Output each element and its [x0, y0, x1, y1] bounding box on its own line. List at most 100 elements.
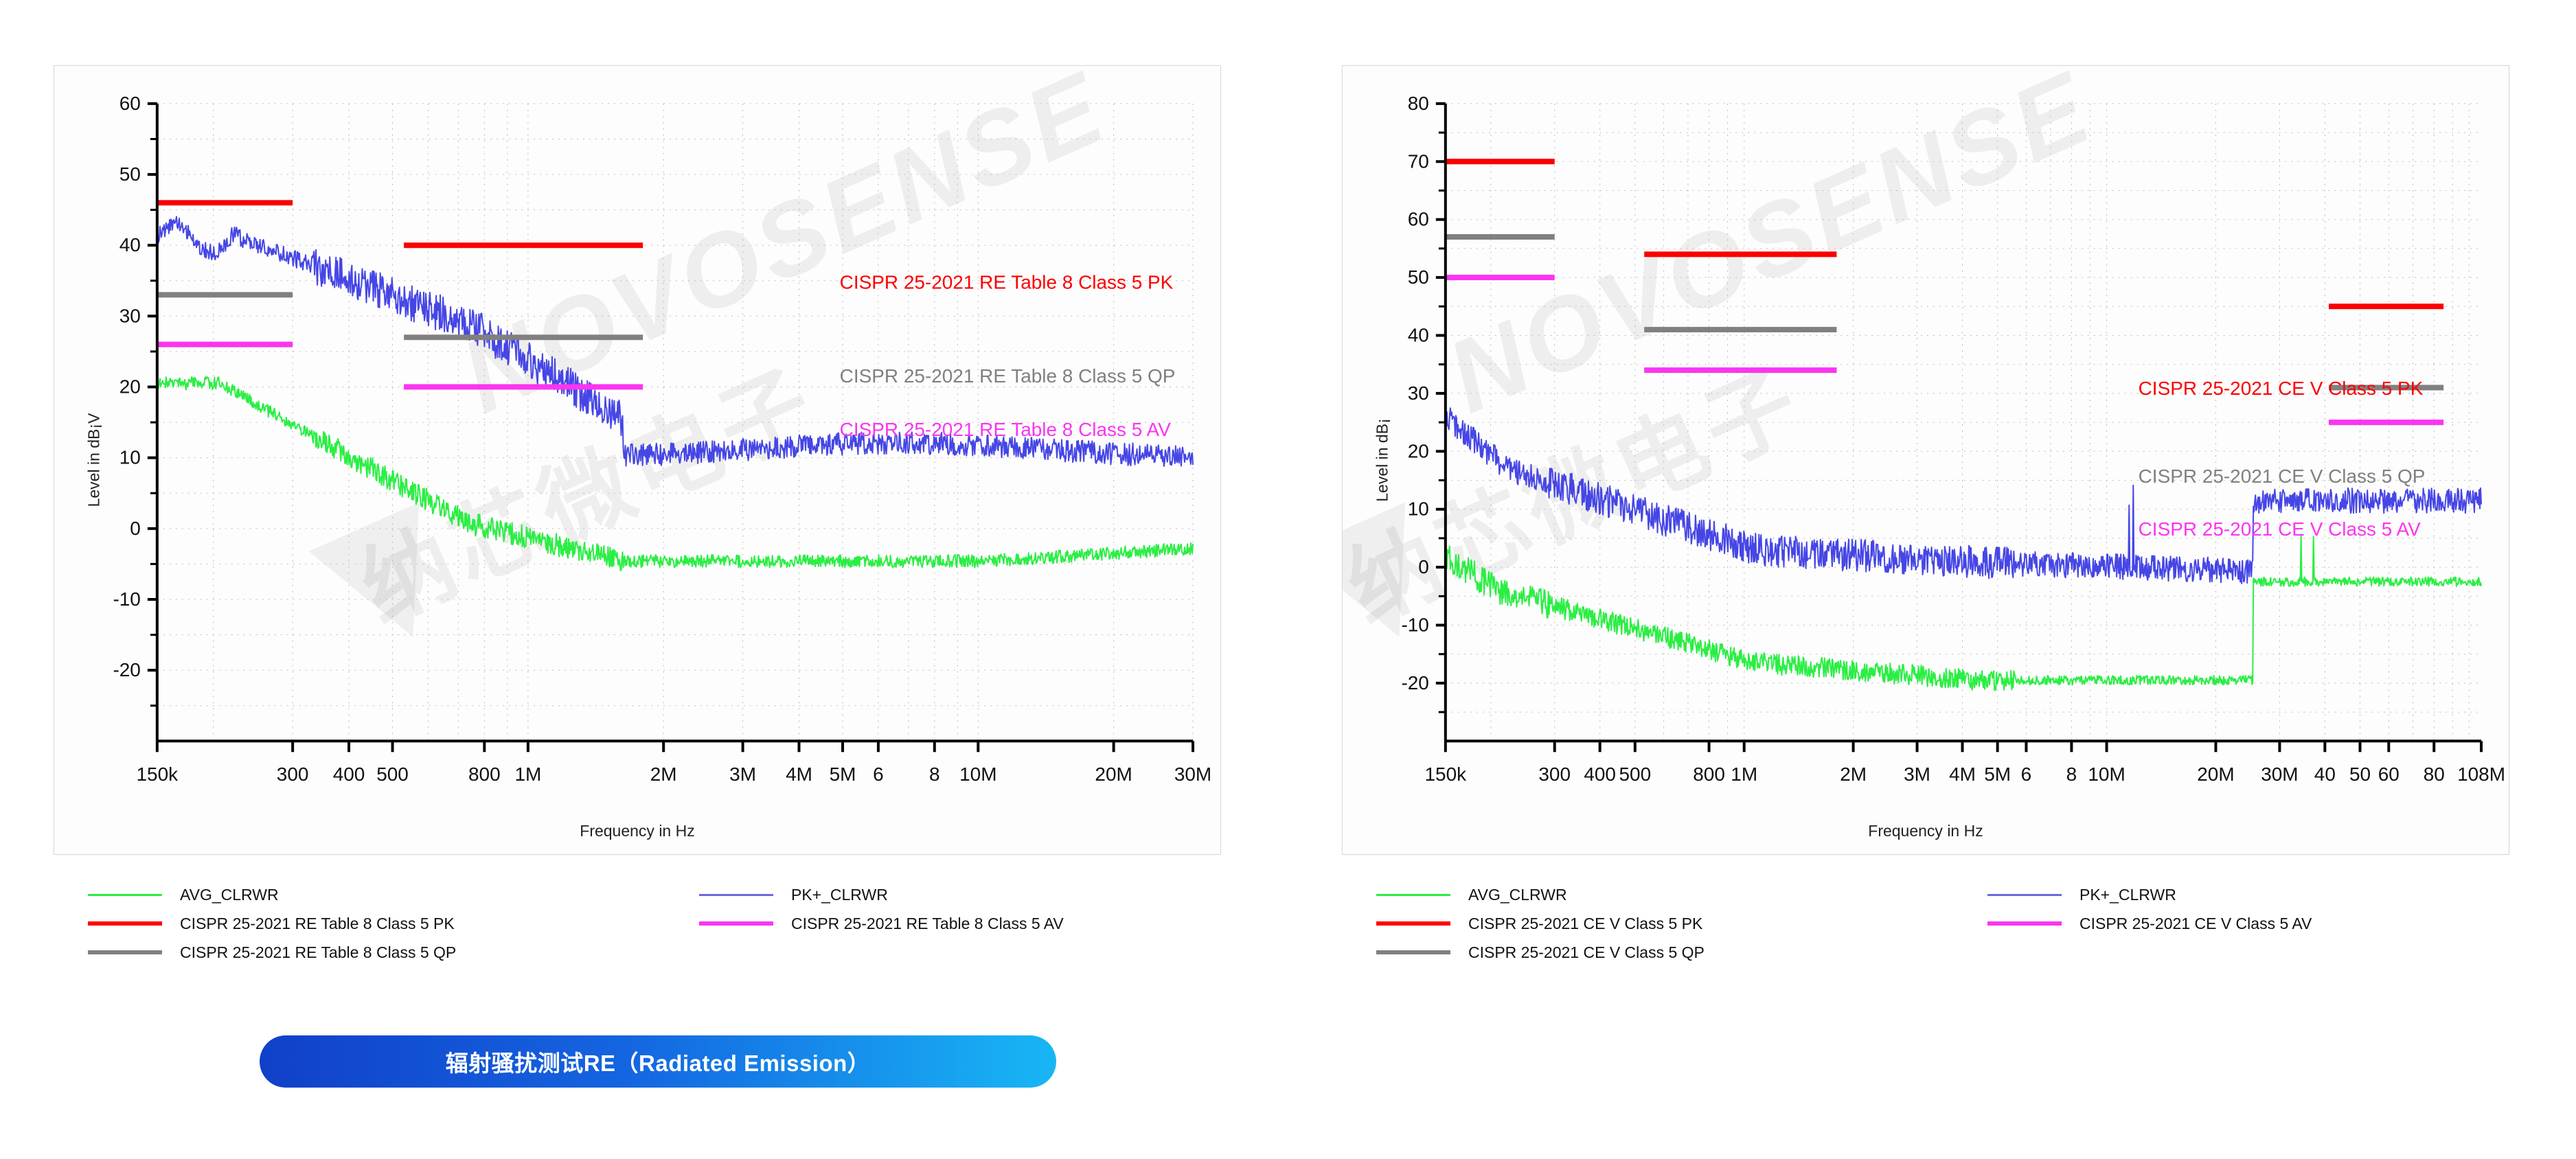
legend-re: AVG_CLRWR CISPR 25-2021 RE Table 8 Class …: [54, 880, 1221, 1004]
panel-conducted-emission: ▼ NOVOSENSE 纳芯微电子 -20 -10 0 10 20 30 40 50 60 70 8…: [1288, 0, 2576, 1159]
panel-radiated-emission: ▼ NOVOSENSE 纳芯微电子 -20 -10 0 10 20 30 40 50 60 150…: [54, 65, 1221, 1088]
legend-item[interactable]: CISPR 25-2021 CE V Class 5 QP: [1376, 938, 1705, 967]
x-tick-label: 300: [1538, 764, 1571, 785]
x-tick-label: 2M: [1840, 764, 1867, 785]
y-tick-label: 40: [1408, 324, 1429, 345]
legend-item-label: CISPR 25-2021 RE Table 8 Class 5 QP: [180, 943, 457, 961]
x-tick-label: 4M: [786, 764, 812, 785]
y-tick-label: 40: [119, 234, 141, 255]
y-tick-label: -10: [113, 588, 140, 610]
x-tick-label: 4M: [1949, 764, 1976, 785]
legend-item-label: AVG_CLRWR: [1468, 885, 1567, 904]
x-tick-label: 3M: [729, 764, 756, 785]
legend-item[interactable]: CISPR 25-2021 RE Table 8 Class 5 PK: [88, 909, 456, 938]
legend-swatch-icon: [1376, 893, 1450, 896]
y-tick-label: 0: [1418, 556, 1429, 577]
legend-item-label: CISPR 25-2021 RE Table 8 Class 5 AV: [791, 914, 1064, 932]
y-tick-label: 30: [1408, 382, 1429, 404]
x-tick-label: 150k: [1425, 764, 1468, 785]
legend-item[interactable]: CISPR 25-2021 CE V Class 5 AV: [1987, 909, 2312, 938]
plot-area-ce: ▼ NOVOSENSE 纳芯微电子 -20 -10 0 10 20 30 40 50 60 70 8…: [1343, 66, 2509, 854]
legend-item-label: CISPR 25-2021 CE V Class 5 PK: [1468, 914, 1703, 932]
legend-swatch-icon: [88, 893, 162, 896]
x-tick-label: 30M: [1174, 764, 1211, 785]
legend-item-label: PK+_CLRWR: [2079, 885, 2176, 904]
limit-annotation-label: CISPR 25-2021 RE Table 8 Class 5 QP: [840, 365, 1176, 387]
x-axis-title-re: Frequency in Hz: [580, 822, 695, 840]
legend-item[interactable]: AVG_CLRWR: [1376, 880, 1705, 909]
x-tick-label: 30M: [2261, 764, 2298, 785]
y-tick-label: 50: [119, 163, 141, 185]
y-tick-label: 80: [1408, 93, 1429, 114]
legend-item-label: PK+_CLRWR: [791, 885, 888, 904]
legend-swatch-icon: [88, 950, 162, 954]
x-tick-label: 2M: [650, 764, 677, 785]
y-tick-label: 30: [119, 305, 141, 326]
legend-swatch-icon: [1987, 893, 2062, 896]
legend-swatch-icon: [699, 921, 773, 926]
y-tick-label: 70: [1408, 150, 1429, 172]
limit-annotation-label: CISPR 25-2021 CE V Class 5 QP: [2139, 466, 2426, 487]
y-tick-label: 0: [130, 518, 141, 539]
y-axis-title-ce: Level in dB¡: [1373, 418, 1391, 502]
limit-annotation-label: CISPR 25-2021 RE Table 8 Class 5 PK: [840, 271, 1174, 292]
legend-item-label: CISPR 25-2021 CE V Class 5 AV: [2079, 914, 2312, 932]
x-tick-label: 1M: [1731, 764, 1757, 785]
y-tick-label: 10: [1408, 498, 1429, 520]
y-tick-label: 60: [119, 93, 141, 114]
y-tick-label: -10: [1401, 614, 1428, 635]
legend-item[interactable]: AVG_CLRWR: [88, 880, 456, 909]
x-tick-label: 10M: [2088, 764, 2125, 785]
legend-swatch-icon: [1987, 921, 2062, 926]
x-tick-label: 10M: [959, 764, 996, 785]
y-tick-label: 10: [119, 447, 141, 468]
legend-swatch-icon: [1376, 921, 1450, 926]
legend-item-label: CISPR 25-2021 CE V Class 5 QP: [1468, 943, 1705, 961]
x-tick-label: 500: [376, 764, 409, 785]
x-tick-label: 80: [2424, 764, 2445, 785]
y-axis-title-re: Level in dB¡V: [84, 413, 103, 507]
plot-svg-re: -20 -10 0 10 20 30 40 50 60 150k 300 400 500 800 1M 2M 3…: [113, 93, 1211, 785]
limit-annotation-label: CISPR 25-2021 RE Table 8 Class 5 AV: [840, 419, 1171, 440]
chart-card-re: ▼ NOVOSENSE 纳芯微电子 -20 -10 0 10 20 30 40 50 60 150…: [54, 65, 1221, 855]
x-tick-label: 5M: [1984, 764, 2011, 785]
x-tick-label: 6: [2021, 764, 2032, 785]
legend-item-label: AVG_CLRWR: [180, 885, 279, 904]
x-tick-label: 20M: [2197, 764, 2234, 785]
x-tick-label: 400: [333, 764, 365, 785]
legend-swatch-icon: [1376, 950, 1450, 954]
legend-ce: AVG_CLRWR CISPR 25-2021 CE V Class 5 PK CI…: [1342, 880, 2509, 1004]
x-tick-label: 5M: [830, 764, 856, 785]
legend-column-2: PK+_CLRWR CISPR 25-2021 CE V Class 5 AV: [1987, 880, 2312, 938]
x-tick-label: 40: [2314, 764, 2336, 785]
x-tick-label: 6: [873, 764, 884, 785]
legend-column-1: AVG_CLRWR CISPR 25-2021 RE Table 8 Class …: [88, 880, 456, 967]
x-tick-label: 50: [2349, 764, 2371, 785]
x-tick-label: 3M: [1904, 764, 1930, 785]
x-tick-label: 800: [1693, 764, 1725, 785]
caption-pill-re[interactable]: 辐射骚扰测试RE（Radiated Emission）: [260, 1035, 1056, 1088]
legend-item[interactable]: PK+_CLRWR: [1987, 880, 2312, 909]
x-tick-label: 500: [1619, 764, 1652, 785]
x-tick-label: 800: [468, 764, 501, 785]
legend-item[interactable]: CISPR 25-2021 CE V Class 5 PK: [1376, 909, 1705, 938]
plot-svg-ce: -20 -10 0 10 20 30 40 50 60 70 80 150k 300 400 500 800 1…: [1401, 93, 2505, 785]
legend-item[interactable]: PK+_CLRWR: [699, 880, 1064, 909]
x-tick-label: 1M: [514, 764, 541, 785]
x-axis-title-ce: Frequency in Hz: [1868, 822, 1983, 840]
legend-item[interactable]: CISPR 25-2021 RE Table 8 Class 5 AV: [699, 909, 1064, 938]
limit-annotation-label: CISPR 25-2021 CE V Class 5 PK: [2139, 378, 2424, 399]
x-tick-label: 108M: [2457, 764, 2505, 785]
legend-item[interactable]: CISPR 25-2021 RE Table 8 Class 5 QP: [88, 938, 456, 967]
chart-card-ce: ▼ NOVOSENSE 纳芯微电子 -20 -10 0 10 20 30 40 50 60 70 8…: [1342, 65, 2509, 855]
legend-column-2: PK+_CLRWR CISPR 25-2021 RE Table 8 Class …: [699, 880, 1064, 938]
y-tick-label: 20: [119, 376, 141, 398]
y-tick-label: -20: [113, 659, 140, 680]
x-tick-label: 300: [277, 764, 309, 785]
x-tick-label: 8: [929, 764, 940, 785]
y-tick-label: 60: [1408, 209, 1429, 230]
x-tick-label: 20M: [1095, 764, 1132, 785]
x-tick-label: 60: [2378, 764, 2400, 785]
x-tick-label: 400: [1584, 764, 1616, 785]
